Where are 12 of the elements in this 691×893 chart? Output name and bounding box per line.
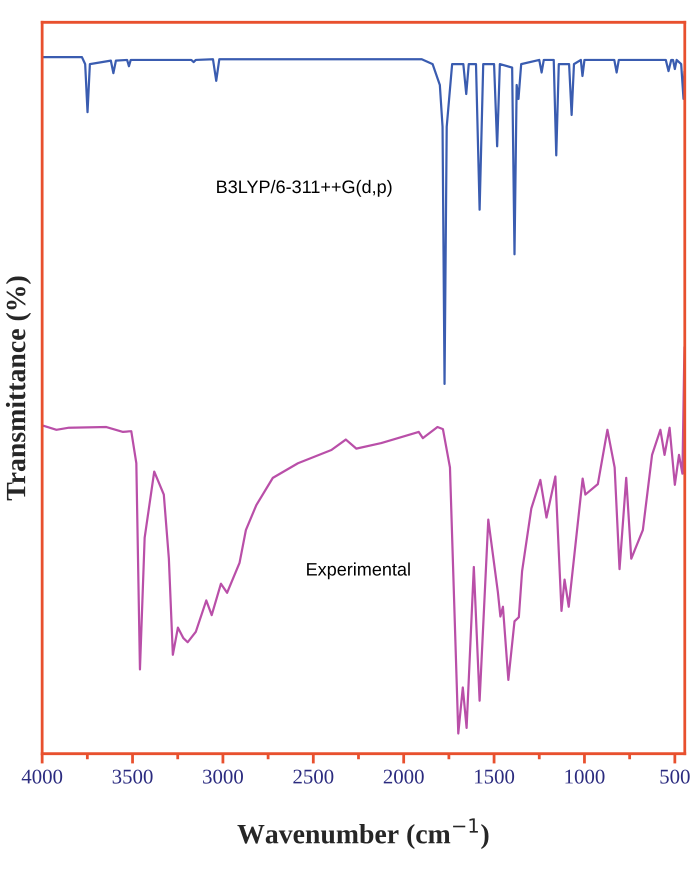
x-tick-label: 1500 bbox=[475, 770, 514, 784]
text: Experimental bbox=[307, 562, 410, 580]
x-axis-title: Wavenumber (cm$^{−1}$) bbox=[237, 818, 488, 850]
x-tick-label: 2500 bbox=[293, 770, 334, 784]
x-tick-label: 3500 bbox=[112, 770, 153, 784]
x-tick-label: 500 bbox=[660, 770, 690, 784]
y-axis-title: Transmittance (%) bbox=[6, 276, 32, 500]
text: B3LYP/6-311++G(d,p) bbox=[217, 180, 392, 197]
x-tick-label: 2000 bbox=[384, 770, 424, 784]
x-tick-label: 3000 bbox=[203, 770, 243, 784]
x-tick-label: 1000 bbox=[565, 770, 604, 784]
x-tick-label: 4000 bbox=[22, 770, 62, 784]
